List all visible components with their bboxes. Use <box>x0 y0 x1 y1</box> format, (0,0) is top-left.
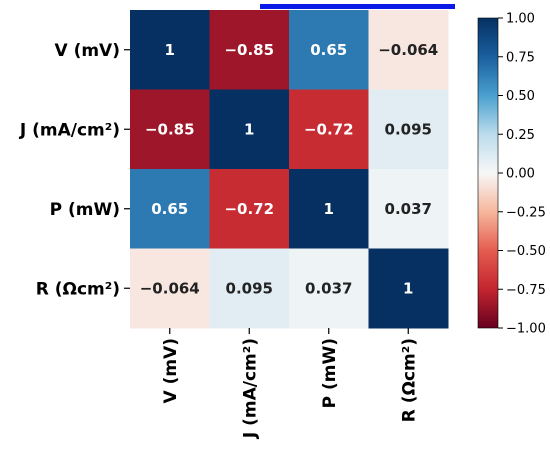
cell-value-label: 0.037 <box>385 200 432 218</box>
colorbar-tick-label: 0.50 <box>506 89 535 104</box>
colorbar-tick-label: 1.00 <box>506 12 535 27</box>
colorbar <box>477 17 499 329</box>
heatmap-cell <box>289 169 369 249</box>
heatmap-cell <box>209 169 290 249</box>
heatmap-cell <box>130 248 210 329</box>
x-tick-label: R (Ωcm²) <box>399 338 419 422</box>
cell-value-label: 0.65 <box>310 41 347 59</box>
y-tick-label: P (mW) <box>50 200 120 220</box>
heatmap-cell <box>368 89 449 170</box>
colorbar-tick-label: −1.00 <box>506 322 546 337</box>
heatmap-cell <box>130 89 210 170</box>
colorbar-tick-label: −0.75 <box>506 283 546 298</box>
cell-value-label: 0.095 <box>385 120 432 138</box>
cell-value-label: 1 <box>244 120 254 138</box>
heatmap-cell <box>368 248 449 329</box>
cell-value-label: 0.65 <box>151 200 188 218</box>
cell-value-label: −0.85 <box>224 41 274 59</box>
cell-value-label: −0.064 <box>140 279 200 297</box>
heatmap-cell <box>289 248 369 329</box>
cell-value-label: 0.095 <box>226 279 273 297</box>
colorbar-tick-label: −0.25 <box>506 205 546 220</box>
heatmap-cell <box>289 89 369 170</box>
colorbar-tick-label: 0.75 <box>506 50 535 65</box>
heatmap-cell <box>209 248 290 329</box>
x-tick-label: V (mV) <box>161 338 181 404</box>
colorbar-ticks: 1.00 0.75 0.50 0.25 0.00 −0.25 −0.50 −0.75 −1.00 <box>498 12 546 337</box>
cell-value-label: 1 <box>324 200 334 218</box>
x-tick-label: J (mA/cm²) <box>240 338 260 439</box>
top-blue-bar <box>260 4 455 9</box>
cell-value-label: 1 <box>403 279 413 297</box>
heatmap-cell <box>130 10 210 90</box>
cell-value-label: −0.064 <box>378 41 438 59</box>
y-tick-label: J (mA/cm²) <box>19 120 120 140</box>
x-axis-labels: V (mV) J (mA/cm²) P (mW) R (Ωcm²) <box>161 328 419 439</box>
colorbar-tick-label: 0.25 <box>506 128 535 143</box>
heatmap-cell <box>289 10 369 90</box>
y-tick-label: R (Ωcm²) <box>36 279 120 299</box>
colorbar-tick-label: −0.50 <box>506 244 546 259</box>
heatmap-cell <box>130 169 210 249</box>
x-tick-label: P (mW) <box>320 338 340 408</box>
cell-value-label: −0.72 <box>304 120 354 138</box>
heatmap-cells: 1 −0.85 0.65 −0.064 −0.85 1 −0.72 0.095 0.65 −0.7… <box>130 10 449 329</box>
y-axis-labels: V (mV) J (mA/cm²) P (mW) R (Ωcm²) <box>19 41 130 299</box>
cell-value-label: 1 <box>165 41 175 59</box>
heatmap-cell <box>368 169 449 249</box>
cell-value-label: −0.85 <box>145 120 195 138</box>
heatmap-cell <box>368 10 449 90</box>
cell-value-label: −0.72 <box>224 200 274 218</box>
y-tick-label: V (mV) <box>55 41 121 61</box>
cell-value-label: 0.037 <box>305 279 352 297</box>
heatmap-cell <box>209 10 290 90</box>
heatmap-cell <box>209 89 290 170</box>
colorbar-tick-label: 0.00 <box>506 167 535 182</box>
